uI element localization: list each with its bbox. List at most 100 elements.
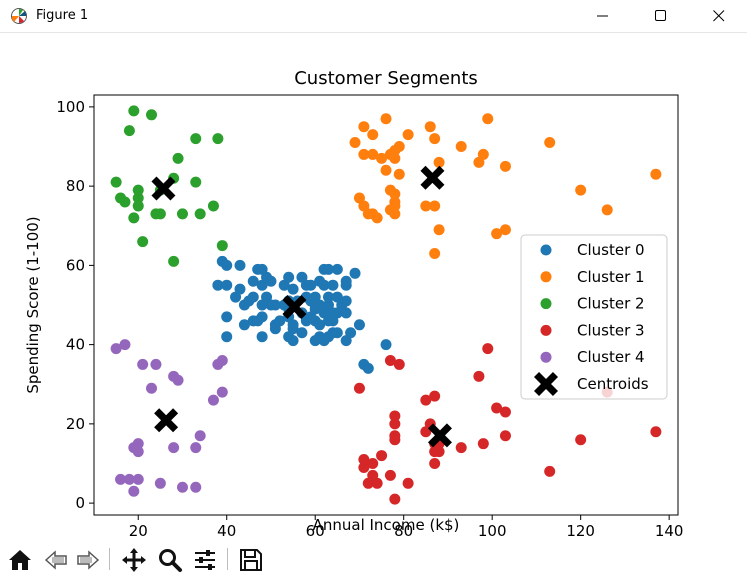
y-tick-label: 80 (66, 177, 85, 195)
data-point (119, 339, 130, 350)
data-point (217, 355, 228, 366)
data-point (332, 327, 343, 338)
data-point (248, 292, 259, 303)
data-point (305, 311, 316, 322)
data-point (257, 300, 268, 311)
data-point (429, 391, 440, 402)
data-point (323, 264, 334, 275)
data-point (235, 260, 246, 271)
data-point (429, 458, 440, 469)
x-tick-label: 120 (566, 522, 595, 538)
navigation-toolbar (0, 540, 747, 581)
toolbar-separator (109, 548, 110, 570)
data-point (425, 121, 436, 132)
data-point (288, 284, 299, 295)
data-point (367, 458, 378, 469)
close-icon (713, 10, 725, 22)
data-point (478, 149, 489, 160)
data-point (208, 395, 219, 406)
data-point (314, 300, 325, 311)
y-tick-label: 0 (75, 494, 85, 512)
data-point (350, 268, 361, 279)
data-point (403, 478, 414, 489)
scatter-chart: 20 40 60 80 100 120 140 020406080100 Customer … (0, 32, 747, 538)
legend: Cluster 0Cluster 1Cluster 2Cluster 3Clus… (521, 235, 667, 399)
zoom-icon (157, 547, 183, 573)
data-point (381, 339, 392, 350)
data-point (150, 359, 161, 370)
data-point (385, 470, 396, 481)
data-point (376, 450, 387, 461)
x-tick-label: 140 (655, 522, 684, 538)
pan-button[interactable] (118, 544, 148, 574)
pan-icon (121, 547, 147, 573)
data-point (133, 446, 144, 457)
back-button[interactable] (40, 544, 70, 574)
data-point (212, 133, 223, 144)
data-point (403, 129, 414, 140)
configure-subplots-button[interactable] (189, 544, 219, 574)
data-point (173, 375, 184, 386)
data-point (146, 109, 157, 120)
save-button[interactable] (235, 544, 265, 574)
legend-marker (541, 298, 552, 309)
minimize-button[interactable] (574, 0, 632, 32)
y-tick-label: 40 (66, 336, 85, 354)
data-point (119, 196, 130, 207)
window-title: Figure 1 (36, 8, 88, 23)
data-point (221, 280, 232, 291)
data-point (389, 200, 400, 211)
data-point (394, 169, 405, 180)
zoom-button[interactable] (154, 544, 184, 574)
data-point (500, 224, 511, 235)
data-point (341, 276, 352, 287)
legend-label: Cluster 4 (577, 348, 645, 366)
data-point (217, 240, 228, 251)
data-point (363, 363, 374, 374)
data-point (389, 418, 400, 429)
data-point (381, 165, 392, 176)
y-tick-label: 20 (66, 415, 85, 433)
data-point (544, 137, 555, 148)
data-point (270, 300, 281, 311)
home-button[interactable] (4, 544, 34, 574)
maximize-button[interactable] (632, 0, 690, 32)
legend-label: Cluster 1 (577, 268, 645, 286)
data-point (482, 113, 493, 124)
data-point (177, 482, 188, 493)
data-point (283, 272, 294, 283)
data-point (473, 371, 484, 382)
legend-marker (541, 325, 552, 336)
data-point (429, 133, 440, 144)
data-point (650, 169, 661, 180)
data-point (350, 137, 361, 148)
data-point (124, 125, 135, 136)
data-point (389, 494, 400, 505)
minimize-icon (597, 10, 609, 22)
data-point (575, 185, 586, 196)
title-bar: Figure 1 (0, 0, 747, 33)
y-axis: 0 20 40 60 80 100 (56, 98, 94, 512)
forward-button[interactable] (72, 544, 102, 574)
data-point (155, 478, 166, 489)
data-point (345, 327, 356, 338)
data-point (111, 177, 122, 188)
data-point (389, 153, 400, 164)
close-button[interactable] (690, 0, 747, 32)
data-point (190, 442, 201, 453)
data-point (133, 200, 144, 211)
data-point (133, 185, 144, 196)
data-point (327, 280, 338, 291)
data-point (394, 141, 405, 152)
data-point (310, 335, 321, 346)
data-point (190, 133, 201, 144)
data-point (257, 331, 268, 342)
save-icon (238, 547, 264, 573)
toolbar-separator (227, 548, 228, 570)
data-point (146, 383, 157, 394)
data-point (500, 161, 511, 172)
data-point (381, 113, 392, 124)
data-point (367, 129, 378, 140)
data-point (235, 284, 246, 295)
data-point (296, 327, 307, 338)
